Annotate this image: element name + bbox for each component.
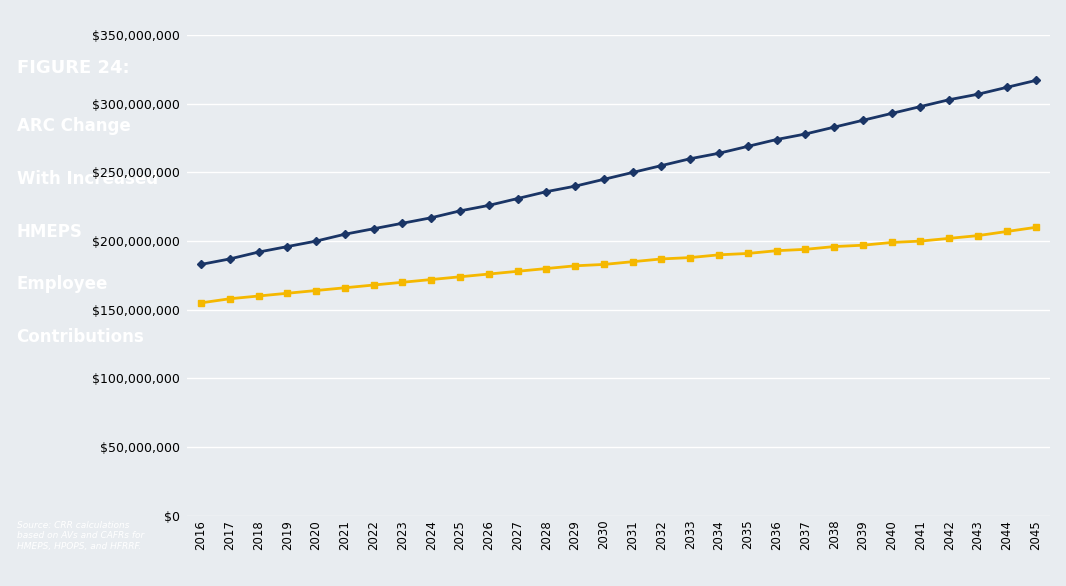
National Average (7.6%): [367, 281, 379, 288]
National Average (7.6%): [914, 237, 926, 244]
National Average (7.6%): [309, 287, 322, 294]
National Average (7.6%): [770, 247, 782, 254]
Current HMEPS Contribution (2.77%): [425, 214, 438, 222]
Current HMEPS Contribution (2.77%): [194, 261, 207, 268]
National Average (7.6%): [1000, 228, 1013, 235]
Current HMEPS Contribution (2.77%): [885, 110, 898, 117]
Current HMEPS Contribution (2.77%): [942, 96, 955, 103]
Current HMEPS Contribution (2.77%): [626, 169, 639, 176]
National Average (7.6%): [482, 271, 495, 278]
National Average (7.6%): [539, 265, 552, 272]
National Average (7.6%): [741, 250, 754, 257]
Current HMEPS Contribution (2.77%): [1029, 77, 1041, 84]
Text: ARC Change: ARC Change: [17, 117, 130, 135]
Current HMEPS Contribution (2.77%): [309, 237, 322, 244]
Current HMEPS Contribution (2.77%): [539, 188, 552, 195]
Current HMEPS Contribution (2.77%): [655, 162, 667, 169]
Current HMEPS Contribution (2.77%): [511, 195, 523, 202]
Line: Current HMEPS Contribution (2.77%): Current HMEPS Contribution (2.77%): [198, 77, 1038, 268]
Current HMEPS Contribution (2.77%): [914, 103, 926, 110]
National Average (7.6%): [280, 289, 293, 297]
Current HMEPS Contribution (2.77%): [453, 207, 466, 214]
Current HMEPS Contribution (2.77%): [252, 248, 264, 255]
Current HMEPS Contribution (2.77%): [597, 176, 610, 183]
National Average (7.6%): [395, 279, 408, 286]
Line: National Average (7.6%): National Average (7.6%): [198, 224, 1038, 306]
National Average (7.6%): [597, 261, 610, 268]
Text: HMEPS: HMEPS: [17, 223, 82, 241]
National Average (7.6%): [827, 243, 840, 250]
National Average (7.6%): [511, 268, 523, 275]
National Average (7.6%): [252, 292, 264, 299]
Current HMEPS Contribution (2.77%): [770, 136, 782, 143]
National Average (7.6%): [223, 295, 236, 302]
Current HMEPS Contribution (2.77%): [971, 91, 984, 98]
Current HMEPS Contribution (2.77%): [223, 255, 236, 263]
National Average (7.6%): [885, 239, 898, 246]
Current HMEPS Contribution (2.77%): [482, 202, 495, 209]
National Average (7.6%): [655, 255, 667, 263]
National Average (7.6%): [971, 232, 984, 239]
Current HMEPS Contribution (2.77%): [827, 124, 840, 131]
Current HMEPS Contribution (2.77%): [798, 131, 811, 138]
Current HMEPS Contribution (2.77%): [568, 183, 581, 190]
National Average (7.6%): [683, 254, 696, 261]
National Average (7.6%): [425, 276, 438, 283]
Current HMEPS Contribution (2.77%): [712, 149, 725, 156]
National Average (7.6%): [798, 246, 811, 253]
Current HMEPS Contribution (2.77%): [367, 225, 379, 232]
National Average (7.6%): [453, 273, 466, 280]
National Average (7.6%): [942, 235, 955, 242]
Current HMEPS Contribution (2.77%): [683, 155, 696, 162]
National Average (7.6%): [1029, 224, 1041, 231]
National Average (7.6%): [712, 251, 725, 258]
Text: With Increased: With Increased: [17, 170, 158, 188]
National Average (7.6%): [338, 284, 351, 291]
Current HMEPS Contribution (2.77%): [338, 231, 351, 238]
National Average (7.6%): [626, 258, 639, 265]
Current HMEPS Contribution (2.77%): [1000, 84, 1013, 91]
National Average (7.6%): [856, 241, 869, 248]
Text: Source: CRR calculations
based on AVs and CAFRs for
HMEPS, HPOPS, and HFRRF.: Source: CRR calculations based on AVs an…: [17, 521, 144, 551]
Current HMEPS Contribution (2.77%): [280, 243, 293, 250]
Current HMEPS Contribution (2.77%): [741, 143, 754, 150]
Text: Employee: Employee: [17, 275, 108, 294]
Text: FIGURE 24:: FIGURE 24:: [17, 59, 129, 77]
Current HMEPS Contribution (2.77%): [395, 220, 408, 227]
National Average (7.6%): [194, 299, 207, 306]
Current HMEPS Contribution (2.77%): [856, 117, 869, 124]
National Average (7.6%): [568, 263, 581, 270]
Text: Contributions: Contributions: [17, 328, 144, 346]
